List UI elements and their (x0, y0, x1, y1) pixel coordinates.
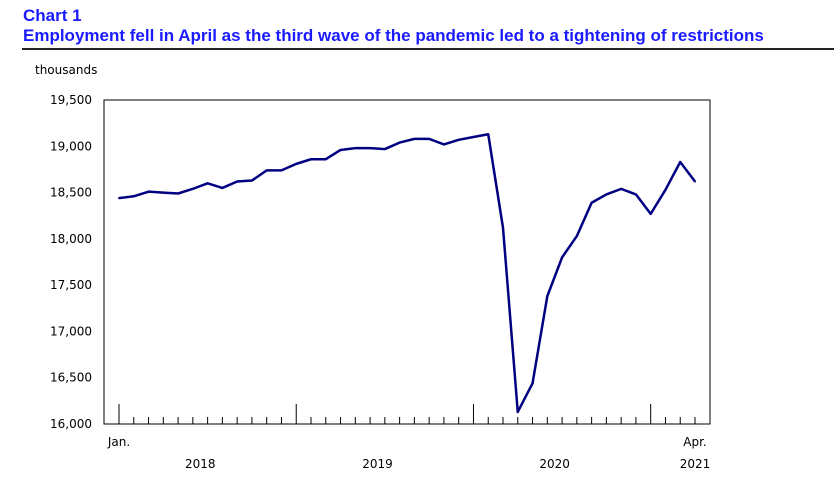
x-year-label: 2020 (539, 457, 570, 471)
data-point (118, 197, 120, 200)
y-tick-label: 18,000 (50, 232, 92, 246)
data-point (310, 158, 312, 161)
x-year-label: 2021 (680, 457, 711, 471)
data-point (147, 190, 150, 193)
x-start-label: Jan. (107, 435, 130, 449)
data-point (324, 158, 327, 161)
data-point (369, 147, 372, 150)
data-point (531, 382, 534, 385)
chart-number: Chart 1 (23, 6, 82, 25)
data-point (634, 193, 637, 196)
y-tick-label: 19,000 (50, 139, 92, 153)
y-tick-label: 17,000 (50, 324, 92, 338)
data-point (280, 169, 283, 172)
title-divider (22, 48, 834, 50)
data-point (132, 195, 135, 198)
data-point (472, 136, 475, 139)
data-point (575, 235, 578, 238)
x-end-label: Apr. (683, 435, 706, 449)
plot-frame (103, 99, 711, 425)
data-point (664, 188, 667, 191)
data-point (398, 141, 401, 144)
series-line-employment (118, 133, 696, 414)
data-point (561, 256, 564, 259)
data-point (516, 410, 519, 413)
y-tick-label: 16,500 (50, 371, 92, 385)
data-point (605, 193, 608, 196)
data-point (354, 147, 357, 150)
data-point (428, 137, 431, 140)
data-point (679, 161, 682, 164)
data-point (502, 226, 504, 229)
y-tick-label: 17,500 (50, 278, 92, 292)
chart-title: Employment fell in April as the third wa… (23, 26, 764, 45)
x-year-label: 2019 (362, 457, 393, 471)
data-point (177, 192, 180, 195)
data-point (457, 138, 460, 141)
data-point (295, 162, 298, 165)
data-point (191, 187, 194, 190)
data-point (442, 143, 445, 146)
data-point (649, 212, 652, 215)
data-point (250, 179, 253, 182)
data-point (339, 148, 342, 151)
y-tick-label: 18,500 (50, 186, 92, 200)
y-tick-label: 16,000 (50, 417, 92, 431)
data-point (694, 180, 696, 183)
y-axis-label: thousands (35, 63, 97, 77)
data-point (487, 133, 490, 136)
data-point (620, 187, 623, 190)
data-point (413, 137, 416, 140)
data-point (265, 169, 268, 172)
data-point (206, 182, 209, 185)
data-point (590, 201, 593, 204)
data-point (546, 295, 549, 298)
data-point (162, 191, 165, 194)
data-point (221, 186, 224, 189)
x-year-label: 2018 (185, 457, 216, 471)
data-point (236, 180, 239, 183)
y-tick-label: 19,500 (50, 93, 92, 107)
data-point (383, 148, 386, 151)
